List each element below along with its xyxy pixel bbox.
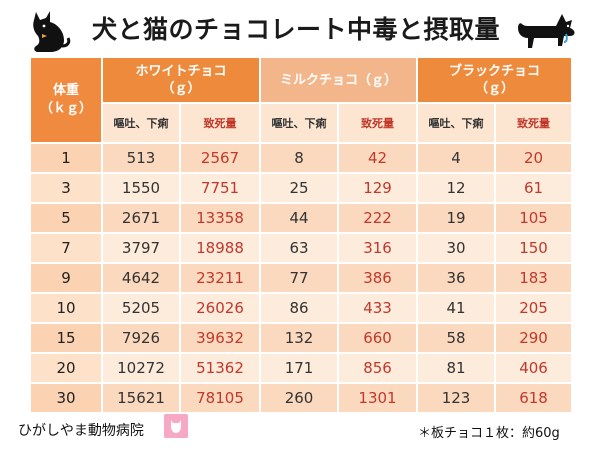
milk-vomit-cell: 77 xyxy=(259,262,340,294)
dog-silhouette-icon xyxy=(518,14,575,48)
milk-vomit-cell: 260 xyxy=(259,382,340,414)
table-row: 7 3797 18988 63 316 30 150 xyxy=(29,232,574,264)
milk-vomit-cell: 86 xyxy=(259,292,340,324)
black-lethal-cell: 20 xyxy=(494,142,574,174)
weight-cell: 15 xyxy=(29,322,103,354)
black-vomit-cell: 36 xyxy=(416,262,497,294)
white-vomit-cell: 513 xyxy=(101,142,181,174)
chocolate-toxicity-table: 体重 （ｋｇ） ホワイトチョコ （ｇ） ミルクチョコ（ｇ） ブラックチョコ （ｇ… xyxy=(29,56,574,414)
table-row: 9 4642 23211 77 386 36 183 xyxy=(29,262,574,294)
white-lethal-cell: 51362 xyxy=(178,352,262,384)
white-vomit-cell: 7926 xyxy=(101,322,181,354)
subheader-milk-vomit: 嘔吐、下痢 xyxy=(259,102,340,144)
black-lethal-cell: 290 xyxy=(494,322,574,354)
milk-lethal-cell: 386 xyxy=(337,262,419,294)
milk-lethal-cell: 222 xyxy=(337,202,419,234)
header-weight-unit: （ｋｇ） xyxy=(39,101,92,116)
white-lethal-cell: 23211 xyxy=(178,262,262,294)
header-milk-chocolate: ミルクチョコ（ｇ） xyxy=(259,56,419,104)
milk-lethal-cell: 42 xyxy=(337,142,419,174)
weight-cell: 10 xyxy=(29,292,103,324)
milk-vomit-cell: 44 xyxy=(259,202,340,234)
black-vomit-cell: 81 xyxy=(416,352,497,384)
milk-lethal-cell: 856 xyxy=(337,352,419,384)
header-weight-label: 体重 xyxy=(52,83,79,98)
black-vomit-cell: 12 xyxy=(416,172,497,204)
milk-lethal-cell: 660 xyxy=(337,322,419,354)
black-lethal-cell: 61 xyxy=(494,172,574,204)
weight-cell: 5 xyxy=(29,202,103,234)
weight-cell: 1 xyxy=(29,142,103,174)
black-lethal-cell: 105 xyxy=(494,202,574,234)
subheader-black-vomit: 嘔吐、下痢 xyxy=(416,102,497,144)
white-vomit-cell: 10272 xyxy=(101,352,181,384)
weight-cell: 30 xyxy=(29,382,103,414)
clinic-logo-icon xyxy=(164,414,188,438)
milk-vomit-cell: 25 xyxy=(259,172,340,204)
white-lethal-cell: 26026 xyxy=(178,292,262,324)
milk-vomit-cell: 8 xyxy=(259,142,340,174)
header-black-unit: （ｇ） xyxy=(475,81,515,96)
weight-cell: 7 xyxy=(29,232,103,264)
black-lethal-cell: 618 xyxy=(494,382,574,414)
table-row: 20 10272 51362 171 856 81 406 xyxy=(29,352,574,384)
black-vomit-cell: 41 xyxy=(416,292,497,324)
black-vomit-cell: 30 xyxy=(416,232,497,264)
table-row: 10 5205 26026 86 433 41 205 xyxy=(29,292,574,324)
subheader-black-lethal: 致死量 xyxy=(494,102,574,144)
white-vomit-cell: 1550 xyxy=(101,172,181,204)
white-lethal-cell: 18988 xyxy=(178,232,262,264)
header-black-name: ブラックチョコ xyxy=(449,64,541,79)
header-weight: 体重 （ｋｇ） xyxy=(29,56,103,144)
table-row: 30 15621 78105 260 1301 123 618 xyxy=(29,382,574,414)
header-milk-name: ミルクチョコ（ｇ） xyxy=(280,72,398,88)
table-row: 3 1550 7751 25 129 12 61 xyxy=(29,172,574,204)
weight-cell: 20 xyxy=(29,352,103,384)
milk-lethal-cell: 129 xyxy=(337,172,419,204)
header-white-chocolate: ホワイトチョコ （ｇ） xyxy=(100,56,262,104)
subheader-white-lethal: 致死量 xyxy=(178,102,262,144)
table-row: 1 513 2567 8 42 4 20 xyxy=(29,142,574,174)
milk-lethal-cell: 1301 xyxy=(337,382,419,414)
subheader-milk-lethal: 致死量 xyxy=(337,102,419,144)
subheader-white-vomit: 嘔吐、下痢 xyxy=(101,102,181,144)
milk-lethal-cell: 316 xyxy=(337,232,419,264)
black-vomit-cell: 4 xyxy=(416,142,497,174)
white-lethal-cell: 2567 xyxy=(178,142,262,174)
table-row: 5 2671 13358 44 222 19 105 xyxy=(29,202,574,234)
black-lethal-cell: 183 xyxy=(494,262,574,294)
black-vomit-cell: 58 xyxy=(416,322,497,354)
page-title: 犬と猫のチョコレート中毒と摂取量 xyxy=(91,15,500,44)
white-vomit-cell: 2671 xyxy=(101,202,181,234)
weight-cell: 9 xyxy=(29,262,103,294)
black-lethal-cell: 205 xyxy=(494,292,574,324)
white-vomit-cell: 4642 xyxy=(101,262,181,294)
white-lethal-cell: 7751 xyxy=(178,172,262,204)
white-lethal-cell: 39632 xyxy=(178,322,262,354)
white-lethal-cell: 13358 xyxy=(178,202,262,234)
black-lethal-cell: 150 xyxy=(494,232,574,264)
black-vomit-cell: 19 xyxy=(416,202,497,234)
black-vomit-cell: 123 xyxy=(416,382,497,414)
clinic-name: ひがしやま動物病院 xyxy=(18,423,144,439)
black-lethal-cell: 406 xyxy=(494,352,574,384)
table-row: 15 7926 39632 132 660 58 290 xyxy=(29,322,574,354)
milk-vomit-cell: 63 xyxy=(259,232,340,264)
white-vomit-cell: 15621 xyxy=(101,382,181,414)
header-white-unit: （ｇ） xyxy=(161,81,201,96)
header-black-chocolate: ブラックチョコ （ｇ） xyxy=(416,56,574,104)
white-vomit-cell: 5205 xyxy=(101,292,181,324)
chocolate-bar-note: ＊板チョコ１枚：約60g xyxy=(418,426,560,441)
white-vomit-cell: 3797 xyxy=(101,232,181,264)
milk-lethal-cell: 433 xyxy=(337,292,419,324)
header-white-name: ホワイトチョコ xyxy=(135,64,227,79)
milk-vomit-cell: 132 xyxy=(259,322,340,354)
white-lethal-cell: 78105 xyxy=(178,382,262,414)
milk-vomit-cell: 171 xyxy=(259,352,340,384)
weight-cell: 3 xyxy=(29,172,103,204)
cat-silhouette-icon xyxy=(33,11,71,52)
